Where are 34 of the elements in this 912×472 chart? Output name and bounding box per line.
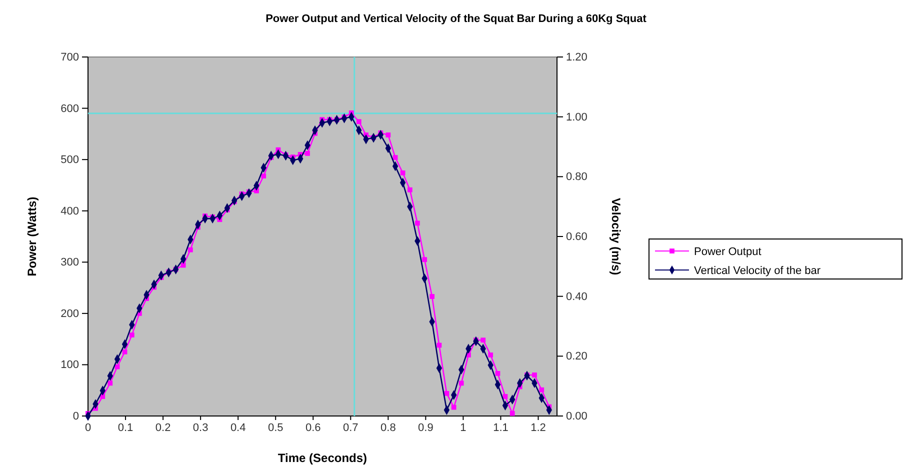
y-tick-label: 500: [60, 154, 79, 166]
x-tick-label: 1: [460, 422, 466, 434]
x-tick-label: 0: [84, 422, 92, 434]
legend-label: Vertical Velocity of the bar: [694, 265, 821, 277]
y2-tick-label: 0.80: [566, 171, 588, 184]
chart-title: Power Output and Vertical Velocity of the Squat Bar During a 60Kg Squat: [266, 13, 647, 25]
y-tick-label: 700: [60, 52, 79, 64]
x-tick-label: 0.9: [418, 422, 434, 434]
x-tick-label: 0.5: [268, 422, 284, 434]
legend-label: Power Output: [694, 246, 762, 258]
y-tick-label: 100: [60, 359, 79, 372]
x-tick-label: 0.6: [305, 422, 321, 434]
x-axis-title: Time (Seconds): [278, 451, 368, 465]
y-tick-label: 0: [72, 410, 79, 423]
x-tick-label: 0.3: [192, 422, 208, 434]
x-tick-label: 1.2: [530, 422, 546, 434]
y2-tick-label: 0.20: [566, 350, 588, 363]
y-axis-title: Power (Watts): [25, 196, 39, 276]
y2-tick-label: 1.00: [566, 111, 588, 124]
x-tick-label: 0.1: [118, 422, 134, 434]
x-tick-label: 1.1: [493, 422, 508, 434]
y2-tick-label: 0.40: [566, 290, 588, 303]
y2-tick-label: 0.60: [566, 231, 588, 244]
y-tick-label: 600: [60, 102, 79, 115]
y-tick-label: 300: [60, 256, 79, 269]
y-tick-label: 200: [60, 308, 79, 320]
x-tick-label: 0.7: [342, 422, 358, 434]
y2-axis-title: Velocity (m/s): [609, 198, 623, 276]
y2-tick-label: 0.00: [566, 410, 588, 423]
x-tick-label: 0.8: [380, 422, 396, 434]
x-tick-label: 0.4: [230, 422, 246, 434]
y2-tick-label: 1.20: [566, 52, 588, 64]
y-tick-label: 400: [60, 205, 79, 218]
x-tick-label: 0.2: [155, 422, 171, 434]
